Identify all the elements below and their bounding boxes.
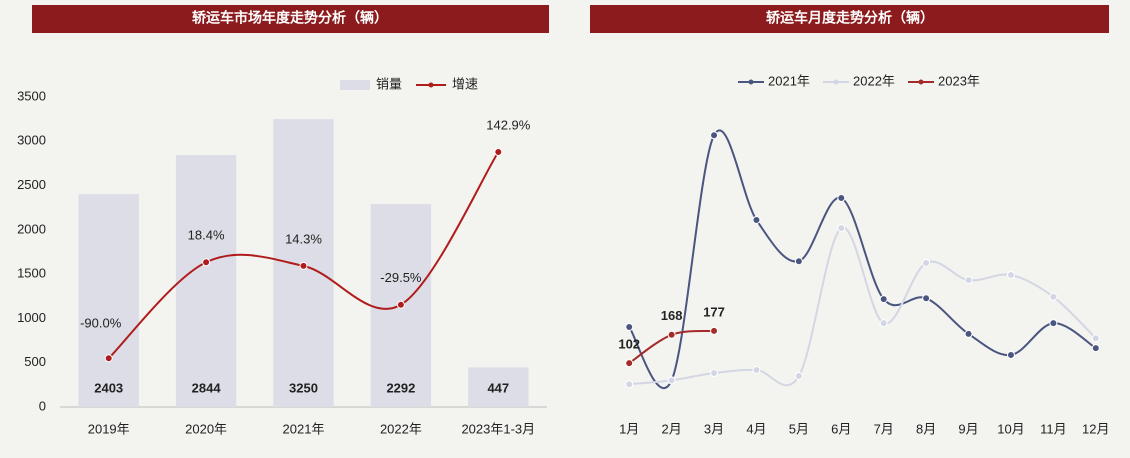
y-tick-label: 2500 xyxy=(17,177,46,192)
legend-marker xyxy=(428,82,434,88)
legend-label: 销量 xyxy=(376,76,402,91)
legend-label: 增速 xyxy=(452,76,478,91)
bar-label: 3250 xyxy=(289,380,318,395)
point xyxy=(1091,334,1100,343)
point xyxy=(1006,270,1015,279)
point xyxy=(794,372,803,381)
point xyxy=(625,359,634,368)
x-tick-label: 10月 xyxy=(997,421,1024,436)
x-tick-label: 2021年 xyxy=(283,421,325,436)
point xyxy=(1006,350,1015,359)
bar-label: 2292 xyxy=(386,380,415,395)
x-tick-label: 11月 xyxy=(1040,421,1067,436)
point xyxy=(625,380,634,389)
point xyxy=(879,319,888,328)
point xyxy=(964,276,973,285)
legend-label: 2021年 xyxy=(768,73,810,88)
x-tick-label: 4月 xyxy=(746,421,766,436)
y-tick-label: 3500 xyxy=(17,88,46,103)
line xyxy=(628,129,1097,390)
point xyxy=(922,294,931,303)
legend-label: 2023年 xyxy=(938,73,980,88)
legend-marker xyxy=(918,79,924,85)
bar xyxy=(468,367,529,407)
x-tick-label: 2月 xyxy=(662,421,682,436)
x-tick-label: 2020年 xyxy=(185,421,227,436)
point xyxy=(1049,319,1058,328)
x-tick-label: 6月 xyxy=(831,421,851,436)
x-tick-label: 2022年 xyxy=(380,421,422,436)
x-tick-label: 9月 xyxy=(958,421,978,436)
bar xyxy=(78,194,139,407)
point xyxy=(964,329,973,338)
x-tick-label: 5月 xyxy=(789,421,809,436)
title-bar xyxy=(590,5,1109,33)
bar-label: 2403 xyxy=(94,380,123,395)
line xyxy=(107,151,500,359)
y-tick-label: 1000 xyxy=(17,310,46,325)
y-tick-label: 500 xyxy=(24,354,46,369)
point xyxy=(1049,292,1058,301)
point xyxy=(299,261,308,270)
title-bar xyxy=(32,5,549,33)
point xyxy=(794,257,803,266)
data-label: 142.9% xyxy=(486,117,531,132)
bar-label: 2844 xyxy=(192,380,222,395)
x-tick-label: 12月 xyxy=(1082,421,1109,436)
point xyxy=(1091,344,1100,353)
legend-swatch xyxy=(340,80,370,90)
data-label: 102 xyxy=(618,337,640,352)
point xyxy=(667,330,676,339)
point xyxy=(494,148,503,157)
x-tick-label: 2023年1-3月 xyxy=(461,421,535,436)
point xyxy=(104,354,113,363)
bar xyxy=(175,155,237,407)
point xyxy=(922,258,931,267)
y-tick-label: 3000 xyxy=(17,133,46,148)
point xyxy=(752,215,761,224)
x-tick-label: 3月 xyxy=(704,421,724,436)
x-tick-label: 8月 xyxy=(916,421,936,436)
data-label: 168 xyxy=(661,308,683,323)
x-tick-label: 1月 xyxy=(619,421,639,436)
point xyxy=(667,376,676,385)
data-label: 177 xyxy=(703,304,725,319)
y-tick-label: 2000 xyxy=(17,221,46,236)
point xyxy=(710,131,719,140)
bar-label: 447 xyxy=(487,380,509,395)
legend-label: 2022年 xyxy=(853,73,895,88)
point xyxy=(752,366,761,375)
data-label: -29.5% xyxy=(380,270,422,285)
point xyxy=(625,323,634,332)
point xyxy=(710,369,719,378)
y-tick-label: 0 xyxy=(39,398,46,413)
point xyxy=(879,295,888,304)
data-label: -90.0% xyxy=(80,316,122,331)
point xyxy=(837,224,846,233)
chart-title: 轿运车月度走势分析（辆） xyxy=(766,10,934,26)
legend-marker xyxy=(748,79,754,85)
point xyxy=(396,300,405,309)
y-tick-label: 1500 xyxy=(17,266,46,281)
point xyxy=(202,258,211,267)
data-label: 18.4% xyxy=(188,228,225,243)
point xyxy=(837,194,846,203)
legend-marker xyxy=(833,79,839,85)
data-label: 14.3% xyxy=(285,231,322,246)
chart-title: 轿运车市场年度走势分析（辆） xyxy=(192,10,388,26)
point xyxy=(710,326,719,335)
x-tick-label: 7月 xyxy=(874,421,894,436)
x-tick-label: 2019年 xyxy=(88,421,130,436)
